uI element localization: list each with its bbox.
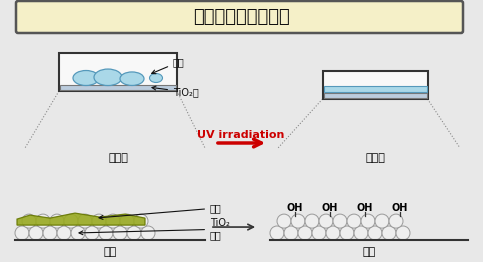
Circle shape [22,214,36,228]
Circle shape [368,226,382,240]
Text: TiO₂層: TiO₂層 [152,86,199,97]
FancyBboxPatch shape [16,1,463,33]
Text: OH: OH [287,203,303,213]
Circle shape [277,214,291,228]
Circle shape [354,226,368,240]
Circle shape [78,214,92,228]
Text: 拡大図: 拡大図 [365,153,385,163]
Circle shape [347,214,361,228]
Ellipse shape [120,72,144,85]
Circle shape [141,226,155,240]
FancyBboxPatch shape [324,86,426,92]
Circle shape [340,226,354,240]
Text: 汚れ: 汚れ [99,203,222,219]
Circle shape [326,226,340,240]
Text: 基材: 基材 [103,247,116,257]
Text: OH: OH [392,203,408,213]
Circle shape [106,214,120,228]
Circle shape [134,214,148,228]
Text: 水滴: 水滴 [152,57,185,74]
Circle shape [319,214,333,228]
Circle shape [389,214,403,228]
Text: 基材: 基材 [362,247,376,257]
FancyBboxPatch shape [60,85,176,90]
Circle shape [312,226,326,240]
Circle shape [305,214,319,228]
Text: UV irradiation: UV irradiation [198,130,284,140]
Circle shape [36,214,50,228]
Circle shape [43,226,57,240]
Ellipse shape [73,70,99,85]
Text: 超親水性の作用機構: 超親水性の作用機構 [193,8,289,26]
Circle shape [113,226,127,240]
Circle shape [120,214,134,228]
Circle shape [298,226,312,240]
Text: TiO₂
粒子: TiO₂ 粒子 [79,219,230,240]
Circle shape [92,214,106,228]
Polygon shape [17,213,145,225]
Circle shape [270,226,284,240]
FancyBboxPatch shape [324,93,426,98]
Circle shape [333,214,347,228]
Ellipse shape [94,69,122,86]
Circle shape [85,226,99,240]
Ellipse shape [150,74,162,83]
Circle shape [127,226,141,240]
Circle shape [284,226,298,240]
FancyBboxPatch shape [323,71,427,99]
Circle shape [15,226,29,240]
Circle shape [396,226,410,240]
Circle shape [57,226,71,240]
Circle shape [71,226,85,240]
Text: OH: OH [357,203,373,213]
Circle shape [382,226,396,240]
Circle shape [64,214,78,228]
Circle shape [375,214,389,228]
FancyBboxPatch shape [59,53,177,91]
Circle shape [291,214,305,228]
Circle shape [99,226,113,240]
Circle shape [361,214,375,228]
Text: 拡大図: 拡大図 [108,153,128,163]
Circle shape [29,226,43,240]
Text: OH: OH [322,203,338,213]
Circle shape [50,214,64,228]
